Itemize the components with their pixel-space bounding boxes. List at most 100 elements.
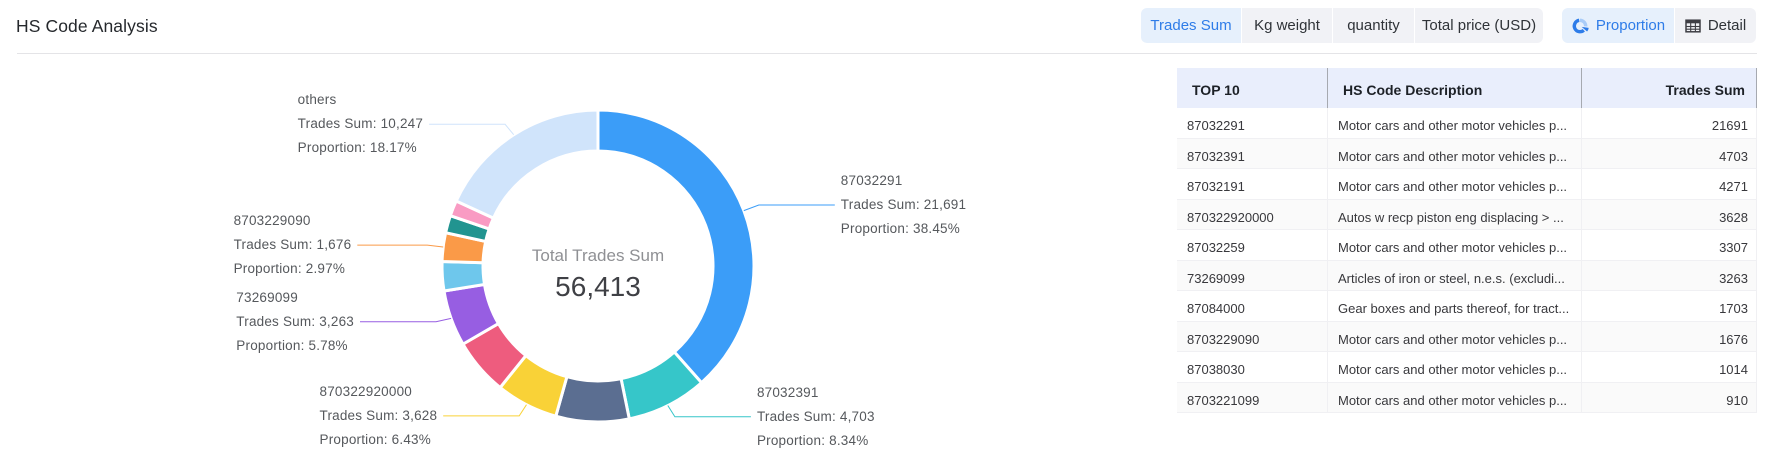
pie-label-proportion: Proportion: 6.43% <box>319 431 431 447</box>
pie-label-proportion: Proportion: 8.34% <box>756 432 869 448</box>
table-cell-hs-code: 87032191 <box>1177 169 1328 200</box>
table-row-87032391: 87032391 Motor cars and other motor vehic… <box>1177 138 1757 169</box>
metric-tab-kg-weight[interactable]: Kg weight <box>1242 8 1332 43</box>
pie-segment-87032191[interactable] <box>553 374 632 424</box>
metric-tab-label: Kg weight <box>1254 17 1320 34</box>
table-cell-trades-sum: 1676 <box>1582 321 1757 352</box>
table-row-8703229090: 8703229090 Motor cars and other motor veh… <box>1177 321 1757 352</box>
pie-label-name: 87032291 <box>840 172 903 188</box>
table-cell-trades-sum: 3263 <box>1582 260 1757 291</box>
table-row-87038030: 87038030 Motor cars and other motor vehic… <box>1177 352 1757 383</box>
table-cell-trades-sum: 4703 <box>1582 138 1757 169</box>
table-cell-description: Autos w recp piston eng displacing > ... <box>1328 199 1582 230</box>
table-cell-hs-code: 87032259 <box>1177 230 1328 261</box>
donut-chart: Total Trades Sum 56,413 87032291 Trades S… <box>0 54 1160 462</box>
pie-label-others: others Trades Sum: 10,247 Proportion: 18.1… <box>298 88 423 160</box>
pie-label-line-87032291 <box>743 204 835 212</box>
table-header-row: TOP 10 HS Code Description Trades Sum <box>1177 68 1757 108</box>
view-button-proportion[interactable]: Proportion <box>1562 8 1674 43</box>
table-cell-hs-code: 87032391 <box>1177 138 1328 169</box>
table-cell-hs-code: 87038030 <box>1177 352 1328 383</box>
table-cell-description: Motor cars and other motor vehicles p... <box>1328 108 1582 139</box>
top10-table: TOP 10 HS Code Description Trades Sum 87032… <box>1177 68 1757 413</box>
table-header-trades-sum: Trades Sum <box>1582 68 1757 108</box>
pie-segment-87032291[interactable] <box>596 108 756 385</box>
metric-tab-total-price-usd[interactable]: Total price (USD) <box>1415 8 1543 43</box>
metric-tab-quantity[interactable]: quantity <box>1333 8 1414 43</box>
pie-label-proportion: Proportion: 38.45% <box>840 220 960 236</box>
table-cell-hs-code: 8703229090 <box>1177 321 1328 352</box>
table-icon <box>1685 18 1701 34</box>
table-cell-description: Motor cars and other motor vehicles p... <box>1328 352 1582 383</box>
table-cell-description: Motor cars and other motor vehicles p... <box>1328 169 1582 200</box>
pie-label-name: 8703229090 <box>233 213 311 229</box>
chart-center-total: 56,413 <box>555 271 641 302</box>
pie-label-line-870322920000 <box>443 404 527 417</box>
pie-label-87032291: 87032291 Trades Sum: 21,691 Proportion: 38… <box>841 169 966 241</box>
table-cell-description: Articles of iron or steel, n.e.s. (exclu… <box>1328 260 1582 291</box>
table-cell-trades-sum: 1014 <box>1582 352 1757 383</box>
table-cell-hs-code: 87032291 <box>1177 108 1328 139</box>
view-button-label: Detail <box>1707 17 1747 34</box>
view-button-detail[interactable]: Detail <box>1675 8 1756 43</box>
pie-label-proportion: Proportion: 2.97% <box>233 261 346 277</box>
table-icon-svg <box>1685 18 1701 33</box>
metric-tab-label: Total price (USD) <box>1421 17 1537 34</box>
donut-chart-icon-svg <box>1572 18 1589 33</box>
pie-label-value: Trades Sum: 10,247 <box>297 116 424 132</box>
table-row-87032191: 87032191 Motor cars and other motor vehic… <box>1177 169 1757 200</box>
pie-label-value: Trades Sum: 21,691 <box>840 196 967 212</box>
table-cell-hs-code: 870322920000 <box>1177 199 1328 230</box>
table-cell-hs-code: 8703221099 <box>1177 382 1328 413</box>
pie-label-line-others <box>429 123 515 136</box>
metric-tab-label: quantity <box>1347 17 1400 34</box>
pie-label-8703229090: 8703229090 Trades Sum: 1,676 Proportion: 2… <box>234 209 352 281</box>
table-cell-description: Motor cars and other motor vehicles p... <box>1328 382 1582 413</box>
table-cell-hs-code: 73269099 <box>1177 260 1328 291</box>
pie-label-87032391: 87032391 Trades Sum: 4,703 Proportion: 8.3… <box>757 381 875 453</box>
metric-tab-label: Trades Sum <box>1150 17 1232 34</box>
table-cell-hs-code: 87084000 <box>1177 291 1328 322</box>
table-header-top-10: TOP 10 <box>1177 68 1328 108</box>
table-header-hs-code-description: HS Code Description <box>1328 68 1582 108</box>
table-cell-trades-sum: 21691 <box>1582 108 1757 139</box>
pie-label-value: Trades Sum: 4,703 <box>756 408 875 424</box>
donut-chart-svg <box>357 108 835 424</box>
table-cell-description: Motor cars and other motor vehicles p... <box>1328 230 1582 261</box>
table-cell-description: Gear boxes and parts thereof, for tract.… <box>1328 291 1582 322</box>
donut-chart-icon <box>1571 17 1589 35</box>
table-row-73269099: 73269099 Articles of iron or steel, n.e.s… <box>1177 260 1757 291</box>
pie-label-73269099: 73269099 Trades Sum: 3,263 Proportion: 5.7… <box>236 286 354 358</box>
pie-label-line-8703229090 <box>357 244 444 248</box>
chart-center-title: Total Trades Sum <box>531 246 665 265</box>
table-cell-trades-sum: 4271 <box>1582 169 1757 200</box>
pie-label-proportion: Proportion: 5.78% <box>236 337 348 353</box>
table-row-8703221099: 8703221099 Motor cars and other motor veh… <box>1177 382 1757 413</box>
table-row-87032291: 87032291 Motor cars and other motor vehic… <box>1177 108 1757 139</box>
table-row-87032259: 87032259 Motor cars and other motor vehic… <box>1177 230 1757 261</box>
page-title: HS Code Analysis <box>16 16 158 36</box>
pie-label-870322920000: 870322920000 Trades Sum: 3,628 Proportion:… <box>320 380 438 452</box>
metric-tab-group: Trades Sum Kg weight quantity Total price (… <box>1141 8 1543 43</box>
pie-label-name: 87032391 <box>756 384 819 400</box>
pie-label-name: others <box>297 92 337 108</box>
view-button-label: Proportion <box>1595 17 1666 34</box>
table-row-870322920000: 870322920000 Autos w recp piston eng disp… <box>1177 199 1757 230</box>
table-cell-description: Motor cars and other motor vehicles p... <box>1328 138 1582 169</box>
pie-label-name: 870322920000 <box>319 383 412 399</box>
pie-label-line-73269099 <box>360 317 452 323</box>
table-cell-trades-sum: 1703 <box>1582 291 1757 322</box>
table-cell-trades-sum: 3307 <box>1582 230 1757 261</box>
pie-label-value: Trades Sum: 3,628 <box>319 407 438 423</box>
pie-label-name: 73269099 <box>236 289 298 305</box>
pie-label-proportion: Proportion: 18.17% <box>297 140 417 156</box>
table-cell-trades-sum: 910 <box>1582 382 1757 413</box>
pie-label-value: Trades Sum: 1,676 <box>233 237 352 253</box>
pie-label-line-87032391 <box>667 405 751 418</box>
table-row-87084000: 87084000 Gear boxes and parts thereof, fo… <box>1177 291 1757 322</box>
pie-segment-others[interactable] <box>454 108 600 221</box>
table-cell-trades-sum: 3628 <box>1582 199 1757 230</box>
metric-tab-trades-sum[interactable]: Trades Sum <box>1141 8 1241 43</box>
header-divider <box>17 53 1757 54</box>
view-tab-group: Proportion Detail <box>1562 8 1756 43</box>
